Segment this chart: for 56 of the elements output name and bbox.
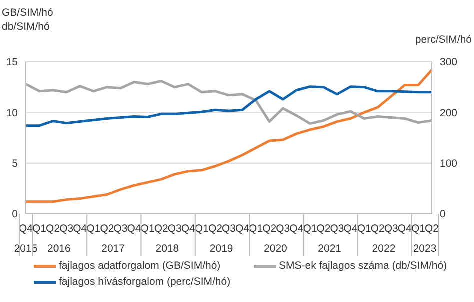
x-tick-label: Q1: [194, 223, 210, 235]
y2-tick-label: 0: [440, 208, 446, 221]
x-tick-label: Q2: [208, 223, 223, 235]
x-tick-label: Q4: [344, 223, 358, 235]
text: 2022: [372, 243, 396, 255]
text: 2021: [318, 243, 342, 255]
x-tick-label: Q3: [168, 223, 182, 235]
x-tick-label: Q1: [140, 223, 155, 235]
x-tick-label: Q4: [290, 223, 304, 235]
x-tick-label: Q1: [249, 223, 264, 235]
x-tick-label: Q4: [18, 223, 34, 235]
text: 2016: [48, 243, 72, 255]
y2-tick-label: 300: [440, 56, 458, 69]
x-tick-label: Q3: [114, 223, 128, 235]
y-tick-label: 10: [6, 107, 18, 120]
y2-tick-label: 200: [440, 107, 458, 120]
legend-label: fajlagos adatforgalom (GB/SIM/hó): [59, 259, 221, 274]
text: 2019: [210, 243, 234, 255]
y-tick-label: 15: [6, 56, 18, 69]
x-tick-label: Q4: [398, 223, 412, 235]
x-tick-label: Q2: [370, 223, 386, 235]
y2-axis-title: perc/SIM/hó: [415, 34, 472, 46]
line-series: [24, 68, 434, 204]
x-tick-label: Q2: [46, 223, 60, 235]
line-series: [24, 80, 434, 126]
x-tick-label: Q3: [60, 223, 74, 235]
y-tick-label: 5: [12, 158, 18, 170]
x-tick-label: Q3: [384, 223, 399, 235]
x-tick-label: Q1: [411, 223, 426, 235]
x-tick-label: Q1: [303, 223, 318, 235]
text: 2020: [264, 243, 288, 255]
y2-tick-label: 100: [440, 158, 458, 170]
x-tick-label: Q1: [32, 223, 47, 235]
x-tick-label: Q3: [330, 223, 344, 235]
line-series: [24, 86, 434, 128]
y-tick-label: 0: [12, 208, 18, 221]
x-tick-label: Q4: [127, 223, 142, 235]
x-tick-label: Q3: [276, 223, 290, 235]
y-axis-title: GB/SIM/hó db/SIM/hó: [2, 6, 54, 34]
x-tick-label: Q2: [316, 223, 331, 235]
text: 2015: [14, 243, 38, 255]
x-tick-label: Q2: [154, 223, 168, 235]
text: 2018: [156, 243, 180, 255]
x-tick-label: Q1: [86, 223, 101, 235]
x-tick-label: Q1: [357, 223, 372, 235]
text: 2023: [413, 243, 437, 255]
x-tick-label: Q4: [73, 223, 88, 235]
x-tick-label: Q4: [181, 223, 196, 235]
x-tick-label: Q2: [262, 223, 277, 235]
legend-label: fajlagos hívásforgalom (perc/SIM/hó): [59, 275, 231, 290]
legend-label: SMS-ek fajlagos száma (db/SIM/hó): [279, 259, 448, 274]
x-tick-label: Q2: [100, 223, 114, 235]
x-tick-label: Q4: [236, 223, 250, 235]
x-tick-label: Q3: [222, 223, 236, 235]
text: 2017: [102, 243, 126, 255]
x-tick-label: Q2: [424, 223, 440, 235]
